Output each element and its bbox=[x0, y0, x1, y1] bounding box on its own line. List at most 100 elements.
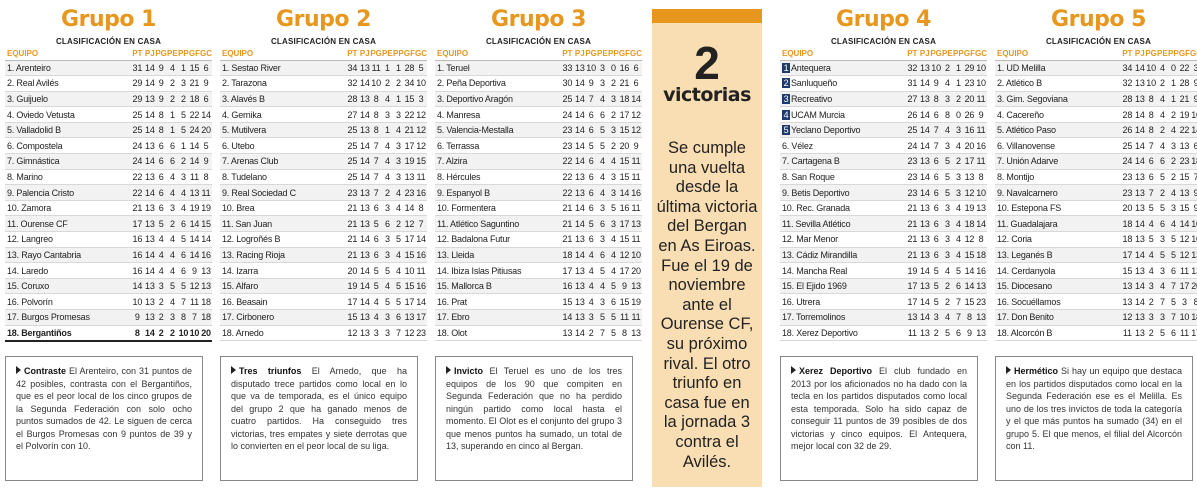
stat-cell: 4 bbox=[1145, 247, 1157, 264]
stat-cell: 13 bbox=[574, 60, 586, 77]
stat-cell: 3 bbox=[941, 137, 953, 155]
table-row: 3. Gim. Segoviana 28 13 8 4 1 21 9 bbox=[995, 91, 1197, 108]
group-3-panel: Grupo 3 CLASIFICACIÓN EN CASA EQUIPO PT PJ… bbox=[435, 0, 642, 342]
victories-number: 2 bbox=[694, 37, 720, 89]
table-row: 8. Montijo 23 13 6 5 2 15 7 bbox=[995, 169, 1197, 186]
stat-cell: 3 bbox=[952, 169, 964, 186]
stat-cell: 6 bbox=[155, 137, 167, 155]
stat-cell: 14 bbox=[574, 91, 586, 108]
stat-cell: 14 bbox=[359, 153, 371, 170]
stat-cell: 25 bbox=[345, 153, 360, 170]
stat-cell: 28 bbox=[403, 60, 415, 77]
stat-cell: 2 bbox=[585, 325, 597, 342]
team-name-cell: 8. Marino bbox=[5, 169, 131, 186]
stat-cell: 3 bbox=[930, 309, 942, 326]
stat-cell: 10 bbox=[975, 75, 987, 92]
stat-cell: 13 bbox=[144, 309, 156, 326]
table-row: 10. Brea 21 13 6 3 4 14 8 bbox=[220, 200, 427, 217]
column-header: PP bbox=[177, 48, 189, 61]
stat-cell: 2 bbox=[941, 293, 953, 310]
stat-cell: 10 bbox=[1145, 60, 1157, 77]
stat-cell: 17 bbox=[415, 309, 427, 326]
team-name-cell: 3. Gim. Segoviana bbox=[995, 91, 1121, 108]
stat-cell: 21 bbox=[403, 122, 415, 139]
stat-cell: 14 bbox=[359, 75, 371, 92]
stat-cell: 11 bbox=[975, 153, 987, 170]
stat-cell: 4 bbox=[1145, 215, 1157, 233]
stat-cell: 2 bbox=[166, 325, 178, 342]
table-row: 10. Formentera 21 14 6 3 5 16 11 bbox=[435, 200, 642, 217]
stat-cell: 2 bbox=[941, 60, 953, 77]
stat-cell: 4 bbox=[1167, 184, 1179, 201]
column-header: EQUIPO bbox=[780, 48, 906, 61]
team-name-cell: 1. Teruel bbox=[435, 60, 561, 77]
stat-cell: 14 bbox=[144, 122, 156, 139]
stat-cell: 6 bbox=[930, 247, 942, 264]
stat-cell: 9 bbox=[630, 137, 642, 155]
stat-cell: 8 bbox=[370, 91, 382, 108]
stat-cell: 6 bbox=[1156, 215, 1168, 233]
stat-cell: 6 bbox=[1145, 153, 1157, 170]
team-name-cell: 2. Peña Deportiva bbox=[435, 75, 561, 92]
stat-cell: 11 bbox=[200, 184, 212, 201]
victories-panel: 2 victorias Se cumple una vuelta desde l… bbox=[652, 9, 762, 487]
stat-cell: 5 bbox=[941, 184, 953, 201]
standings-table: EQUIPO PT PJ PG PE PP GF GC 1. Teruel 33 13 10 3 0 16 6… bbox=[435, 48, 642, 342]
stat-cell: 13 bbox=[919, 153, 931, 170]
stat-cell: 13 bbox=[144, 215, 156, 233]
column-header: EQUIPO bbox=[435, 48, 561, 61]
stat-cell: 22 bbox=[130, 169, 145, 186]
stat-cell: 13 bbox=[1134, 184, 1146, 201]
stat-cell: 4 bbox=[370, 309, 382, 326]
stat-cell: 1 bbox=[952, 60, 964, 77]
stat-cell: 27 bbox=[905, 91, 920, 108]
stat-cell: 15 bbox=[1178, 200, 1190, 217]
stat-cell: 22 bbox=[1178, 60, 1190, 77]
stat-cell: 7 bbox=[392, 325, 404, 342]
table-row: 17. Cirbonero 15 13 4 3 6 13 17 bbox=[220, 309, 427, 326]
stat-cell: 13 bbox=[144, 200, 156, 217]
stat-cell: 14 bbox=[144, 60, 156, 77]
stat-cell: 10 bbox=[1190, 215, 1197, 233]
team-name-cell: 4. Oviedo Vetusta bbox=[5, 106, 131, 123]
stat-cell: 16 bbox=[560, 278, 575, 295]
table-row: 18. Arnedo 12 13 3 3 7 12 23 bbox=[220, 325, 427, 342]
stat-cell: 13 bbox=[359, 60, 371, 77]
stat-cell: 20 bbox=[200, 122, 212, 139]
stat-cell: 13 bbox=[359, 309, 371, 326]
group-subtitle: CLASIFICACIÓN EN CASA bbox=[485, 37, 592, 46]
stat-cell: 21 bbox=[905, 247, 920, 264]
column-header: PE bbox=[381, 48, 393, 61]
stat-cell: 1 bbox=[1167, 75, 1179, 92]
stat-cell: 33 bbox=[560, 60, 575, 77]
stat-cell: 23 bbox=[963, 75, 975, 92]
team-name-cell: 1. Sestao River bbox=[220, 60, 346, 77]
team-name-cell: 2. Tarazona bbox=[220, 75, 346, 92]
team-name-cell: 12. Coria bbox=[995, 231, 1121, 248]
stat-cell: 7 bbox=[415, 215, 427, 233]
stat-cell: 13 bbox=[1190, 262, 1197, 279]
stat-cell: 21 bbox=[188, 75, 200, 92]
stat-cell: 5 bbox=[1167, 247, 1179, 264]
stat-cell: 9 bbox=[975, 106, 987, 123]
team-name-cell: 13. Rayo Cantabria bbox=[5, 247, 131, 264]
stat-cell: 11 bbox=[415, 169, 427, 186]
stat-cell: 2 bbox=[381, 75, 393, 92]
team-name-cell: 18. Alcorcón B bbox=[995, 325, 1121, 342]
stat-cell: 13 bbox=[905, 309, 920, 326]
stat-cell: 11 bbox=[188, 293, 200, 310]
stat-cell: 13 bbox=[919, 91, 931, 108]
stat-cell: 6 bbox=[930, 169, 942, 186]
table-row: 11. Atlético Saguntino 21 14 5 6 3 17 13 bbox=[435, 215, 642, 233]
stat-cell: 7 bbox=[370, 169, 382, 186]
table-row: 16. Utrera 17 14 5 2 7 15 23 bbox=[780, 293, 987, 310]
stat-cell: 12 bbox=[963, 231, 975, 248]
table-row: 13. Racing Rioja 21 13 6 3 4 15 16 bbox=[220, 247, 427, 264]
panel-top-bar bbox=[652, 9, 762, 23]
stat-cell: 20 bbox=[1190, 278, 1197, 295]
table-row: 4. Oviedo Vetusta 25 14 8 1 5 22 14 bbox=[5, 106, 212, 123]
stat-cell: 14 bbox=[1190, 122, 1197, 139]
stat-cell: 22 bbox=[130, 184, 145, 201]
group-1-panel: Grupo 1 CLASIFICACIÓN EN CASA EQUIPO PT PJ… bbox=[5, 0, 212, 342]
table-row: 7. Arenas Club 25 14 7 4 3 19 15 bbox=[220, 153, 427, 170]
